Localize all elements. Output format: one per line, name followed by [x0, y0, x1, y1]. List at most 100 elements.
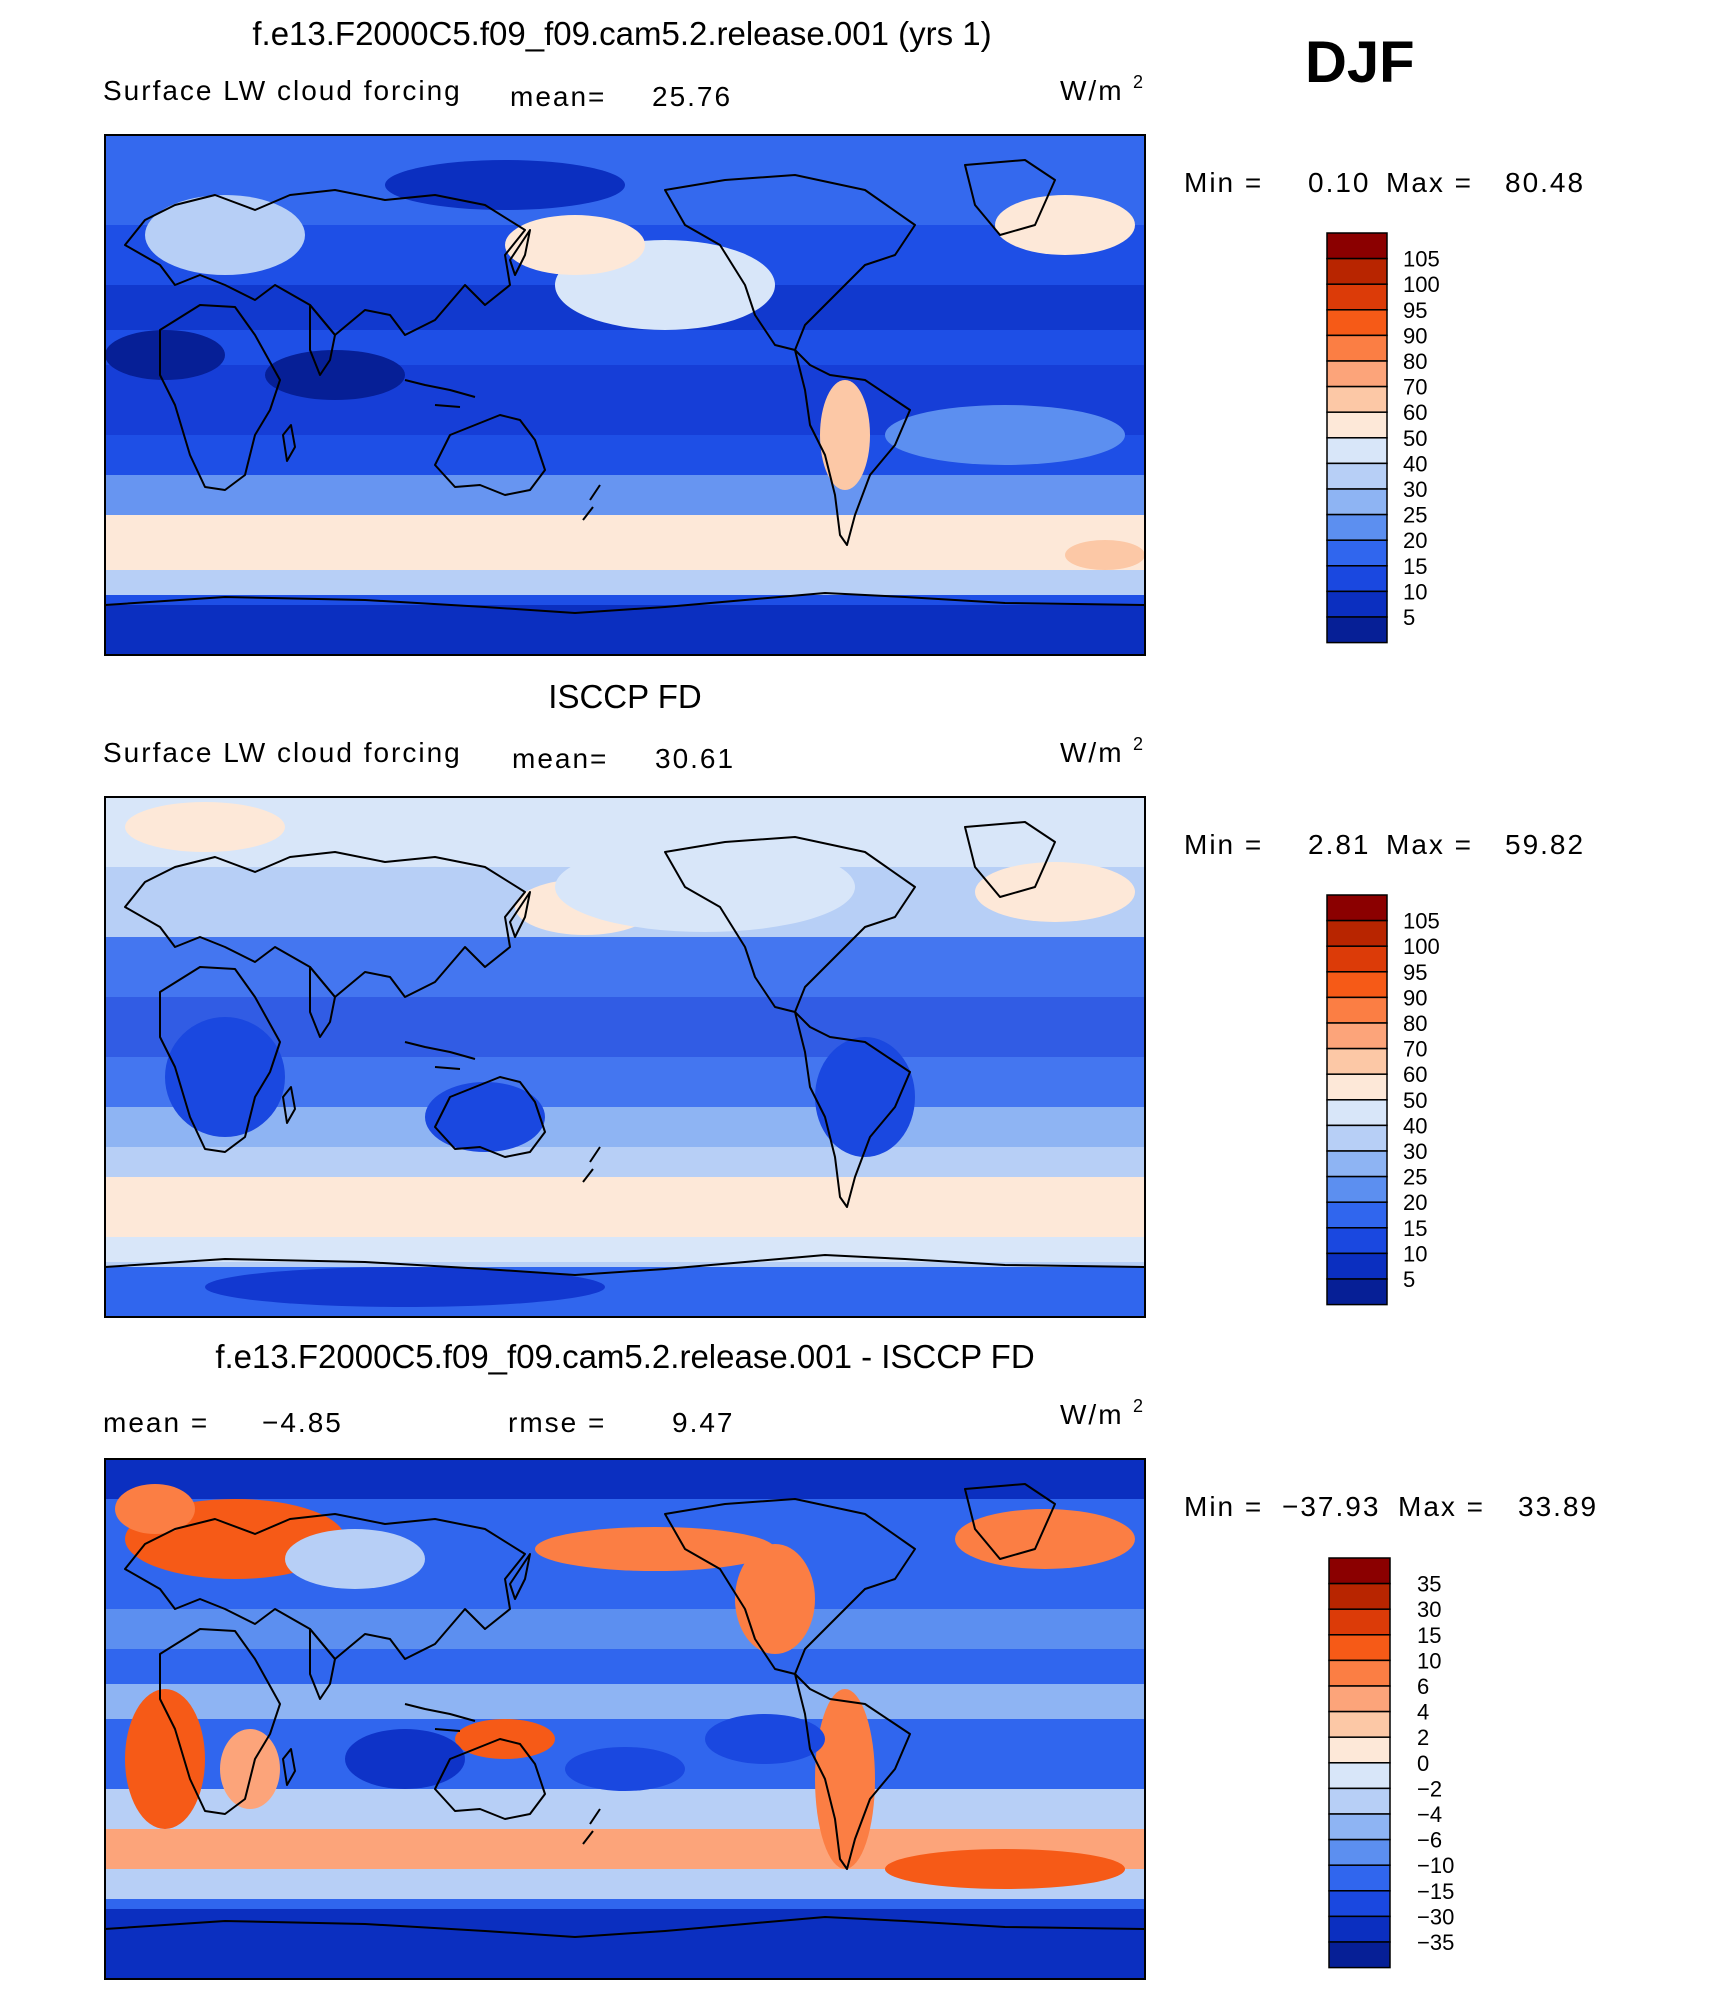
- units-exponent: 2: [1133, 734, 1145, 754]
- colorbar-swatch: [1326, 385, 1388, 413]
- colorbar-swatch: [1326, 513, 1388, 541]
- min-value: −37.93: [1282, 1491, 1380, 1522]
- colorbar-tick-label: 10: [1417, 1648, 1441, 1673]
- colorbar-tick-label: 10: [1403, 1241, 1427, 1266]
- units-label: W/m 2: [1060, 72, 1145, 106]
- units-label: W/m 2: [1060, 1396, 1145, 1430]
- colorbar-swatch: [1328, 1557, 1391, 1585]
- colorbar-tick-label: −30: [1417, 1904, 1454, 1929]
- colorbar-tick-label: 20: [1403, 1190, 1427, 1215]
- colorbar-swatch: [1328, 1787, 1391, 1815]
- colorbar-tick-label: 30: [1417, 1597, 1441, 1622]
- colorbar-tick-label: 90: [1403, 323, 1427, 348]
- colorbar-swatch: [1328, 1685, 1391, 1713]
- colorbar-swatch: [1326, 283, 1388, 311]
- max-value: 59.82: [1505, 829, 1585, 860]
- max-value: 33.89: [1518, 1491, 1598, 1522]
- colorbar-swatch: [1326, 360, 1388, 388]
- colorbar-swatch: [1328, 1736, 1391, 1764]
- min-value: 2.81: [1308, 829, 1371, 860]
- colorbar-tick-label: 0: [1417, 1751, 1429, 1776]
- colorbar-swatch: [1326, 1047, 1388, 1075]
- min-label: Min =: [1184, 1491, 1263, 1522]
- min-value: 0.10: [1308, 167, 1371, 198]
- mean-label: mean =: [103, 1407, 209, 1438]
- colorbar-swatch: [1326, 488, 1388, 516]
- max-label: Max =: [1398, 1491, 1485, 1522]
- colorbar-swatch: [1326, 971, 1388, 999]
- colorbar-swatch: [1326, 334, 1388, 362]
- colorbar-swatch: [1326, 919, 1388, 947]
- colorbar-tick-label: 50: [1403, 1088, 1427, 1113]
- colorbar-tick-label: −10: [1417, 1853, 1454, 1878]
- panel-diff: f.e13.F2000C5.f09_f09.cam5.2.release.001…: [103, 1338, 1598, 1980]
- colorbar-swatch: [1326, 1175, 1388, 1203]
- colorbar-swatch: [1326, 1227, 1388, 1255]
- max-label: Max =: [1386, 829, 1473, 860]
- colorbar-swatch: [1326, 1150, 1388, 1178]
- min-label: Min =: [1184, 167, 1263, 198]
- colorbar-tick-label: −6: [1417, 1828, 1442, 1853]
- colorbar-swatch: [1326, 462, 1388, 490]
- max-value: 80.48: [1505, 167, 1585, 198]
- mean-label: mean=: [510, 81, 606, 112]
- colorbar-tick-label: 10: [1403, 579, 1427, 604]
- colorbar-swatch: [1328, 1838, 1391, 1866]
- mean-value: 25.76: [652, 81, 732, 112]
- colorbar-swatch: [1326, 309, 1388, 337]
- colorbar-swatch: [1326, 539, 1388, 567]
- colorbar-swatch: [1328, 1659, 1391, 1687]
- colorbar-tick-label: −15: [1417, 1879, 1454, 1904]
- units-text: W/m: [1060, 1399, 1124, 1430]
- colorbar-swatch: [1328, 1762, 1391, 1790]
- mean-value: 30.61: [655, 743, 735, 774]
- colorbar-tick-label: 105: [1403, 909, 1440, 934]
- colorbar-swatch: [1326, 565, 1388, 593]
- map-diff: [104, 1458, 1146, 1980]
- panel-obs: ISCCP FD Surface LW cloud forcing mean= …: [103, 678, 1585, 1318]
- panel-title: f.e13.F2000C5.f09_f09.cam5.2.release.001…: [252, 15, 991, 52]
- colorbar-swatch: [1326, 1201, 1388, 1229]
- units-exponent: 2: [1133, 1396, 1145, 1416]
- colorbar-tick-label: −2: [1417, 1776, 1442, 1801]
- colorbar-tick-label: 15: [1403, 554, 1427, 579]
- colorbar-tick-label: −4: [1417, 1802, 1442, 1827]
- colorbar-tick-label: 70: [1403, 1037, 1427, 1062]
- colorbar-swatch: [1326, 1278, 1388, 1306]
- colorbar-tick-label: 25: [1403, 1165, 1427, 1190]
- colorbar-swatch: [1328, 1813, 1391, 1841]
- panel-title: ISCCP FD: [548, 678, 701, 715]
- colorbar-swatch: [1328, 1582, 1391, 1610]
- colorbar-tick-label: 40: [1403, 1113, 1427, 1138]
- colorbar-swatch: [1326, 996, 1388, 1024]
- colorbar-swatch: [1326, 437, 1388, 465]
- colorbar-swatch: [1328, 1710, 1391, 1738]
- colorbar-swatch: [1326, 1124, 1388, 1152]
- colorbar-tick-label: 4: [1417, 1700, 1429, 1725]
- colorbar-swatch: [1326, 1099, 1388, 1127]
- colorbar-tick-label: 80: [1403, 349, 1427, 374]
- colorbar-swatch: [1328, 1890, 1391, 1918]
- colorbar-tick-label: 60: [1403, 1062, 1427, 1087]
- colorbar-tick-label: 15: [1403, 1216, 1427, 1241]
- map-model: [104, 134, 1146, 656]
- colorbar-swatch: [1328, 1608, 1391, 1636]
- colorbar-tick-label: 30: [1403, 1139, 1427, 1164]
- min-label: Min =: [1184, 829, 1263, 860]
- colorbar-swatch: [1326, 1022, 1388, 1050]
- colorbar-swatch: [1326, 1073, 1388, 1101]
- colorbar-swatch: [1326, 257, 1388, 285]
- colorbar-tick-label: 95: [1403, 298, 1427, 323]
- mean-label: mean=: [512, 743, 608, 774]
- colorbar-swatch: [1328, 1864, 1391, 1892]
- season-label: DJF: [1305, 30, 1415, 95]
- colorbar-tick-label: −35: [1417, 1930, 1454, 1955]
- units-exponent: 2: [1133, 72, 1145, 92]
- field-name: Surface LW cloud forcing: [103, 75, 462, 106]
- field-name: Surface LW cloud forcing: [103, 737, 462, 768]
- colorbar-tick-label: 100: [1403, 272, 1440, 297]
